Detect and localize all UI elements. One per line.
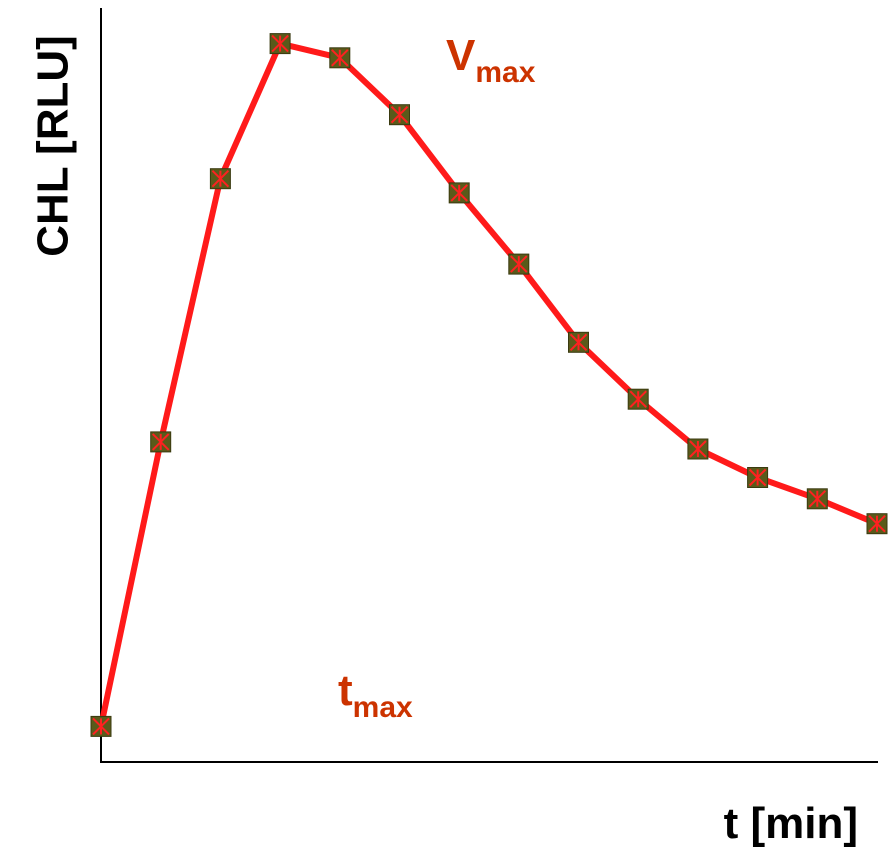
- series-line: [98, 40, 879, 728]
- data-point: [389, 104, 410, 126]
- vmax-main: V: [446, 31, 476, 80]
- x-axis-title: t [min]: [724, 799, 858, 848]
- y-axis-title: CHL [RLU]: [29, 35, 78, 257]
- data-point: [687, 438, 709, 460]
- vmax-sub: max: [475, 56, 535, 89]
- data-point: [329, 47, 351, 69]
- tmax-annotation: tmax: [338, 666, 413, 724]
- data-point: [90, 715, 112, 737]
- data-point: [150, 431, 172, 453]
- data-point: [269, 33, 291, 55]
- data-point: [866, 513, 888, 535]
- data-point: [209, 168, 231, 190]
- tmax-main: t: [338, 666, 353, 715]
- tmax-sub: max: [353, 691, 413, 724]
- series-layer: [90, 33, 888, 737]
- vmax-annotation: Vmax: [446, 31, 536, 89]
- data-point: [508, 253, 530, 275]
- data-point: [806, 488, 828, 510]
- data-point: [627, 388, 649, 410]
- data-point: [568, 331, 589, 353]
- data-point: [747, 467, 769, 488]
- data-point: [448, 182, 470, 204]
